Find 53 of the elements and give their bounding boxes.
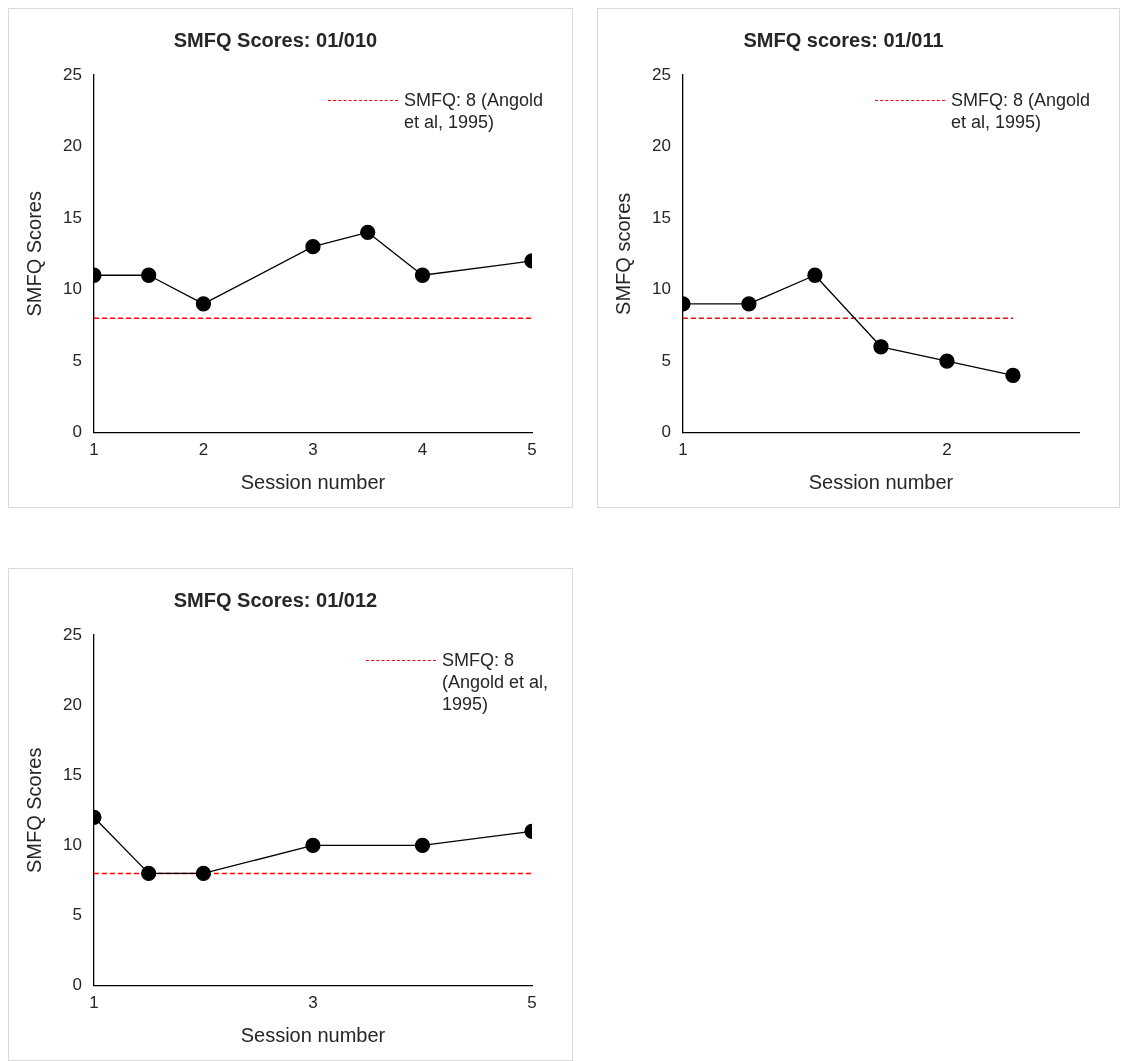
y-tick-label: 10: [62, 835, 82, 855]
y-tick-label: 25: [651, 64, 671, 84]
point: [360, 224, 376, 240]
y-tick-label: 20: [62, 136, 82, 156]
y-tick-label: 5: [72, 350, 82, 370]
chart-title: SMFQ scores: 01/011: [743, 28, 944, 51]
y-tick-label: 10: [62, 279, 82, 299]
x-tick-label: 1: [678, 440, 688, 460]
y-tick-label: 5: [72, 905, 82, 925]
legend-label: SMFQ: 8 (Angold et al, 1995): [442, 649, 550, 715]
x-tick-label: 5: [527, 440, 537, 460]
point: [195, 865, 212, 882]
point: [141, 865, 157, 882]
y-tick-label: 10: [651, 279, 671, 299]
point: [305, 239, 321, 255]
x-axis-title: Session number: [240, 470, 386, 493]
y-tick-label: 15: [62, 207, 82, 227]
point: [305, 837, 321, 854]
point: [939, 353, 955, 369]
y-tick-label: 25: [62, 64, 82, 84]
x-tick-label: 2: [198, 440, 209, 460]
y-axis-title: SMFQ Scores: [22, 747, 45, 874]
y-tick-label: 0: [72, 975, 82, 995]
point: [873, 339, 889, 355]
y-tick-label: 0: [661, 422, 671, 442]
x-axis-title: Session number: [808, 470, 954, 493]
x-tick-label: 1: [89, 993, 99, 1013]
y-tick-label: 15: [62, 764, 82, 784]
point: [741, 296, 757, 312]
y-tick-label: 15: [651, 207, 671, 227]
x-tick-label: 3: [308, 440, 318, 460]
y-axis-title: SMFQ scores: [611, 192, 634, 315]
x-tick-label: 5: [527, 993, 537, 1013]
point: [141, 267, 157, 283]
y-axis-title: SMFQ Scores: [22, 191, 45, 317]
y-tick-label: 5: [661, 350, 671, 370]
x-axis-title: Session number: [240, 1023, 386, 1046]
legend-label: SMFQ: 8 (Angold et al, 1995): [951, 89, 1092, 133]
x-tick-label: 3: [308, 993, 318, 1013]
point: [1005, 367, 1021, 384]
x-tick-label: 4: [417, 440, 428, 460]
point: [195, 296, 212, 312]
x-tick-label: 2: [942, 440, 952, 460]
point: [807, 267, 823, 283]
chart-title: SMFQ Scores: 01/010: [173, 28, 378, 51]
y-tick-label: 20: [651, 136, 671, 156]
y-tick-label: 0: [72, 422, 82, 442]
y-tick-label: 20: [62, 694, 82, 714]
legend-label: SMFQ: 8 (Angold et al, 1995): [404, 89, 545, 133]
y-tick-label: 25: [62, 624, 82, 644]
point: [414, 267, 431, 283]
x-tick-label: 1: [89, 440, 99, 460]
chart-title: SMFQ Scores: 01/012: [173, 588, 378, 611]
